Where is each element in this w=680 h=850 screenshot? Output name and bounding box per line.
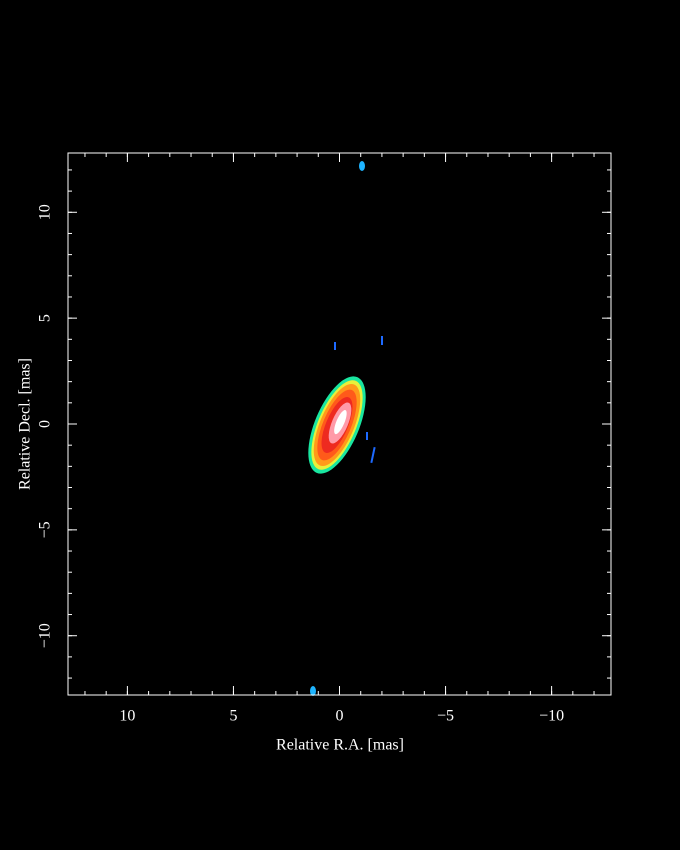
x-tick-label: −10 bbox=[539, 708, 564, 725]
y-tick-label: −5 bbox=[37, 521, 54, 538]
x-tick-label: 5 bbox=[229, 708, 237, 725]
speck bbox=[366, 432, 368, 440]
speck bbox=[334, 342, 336, 350]
y-tick-label: 0 bbox=[37, 420, 54, 428]
y-tick-label: −10 bbox=[37, 623, 54, 648]
y-axis-label: Relative Decl. [mas] bbox=[17, 358, 34, 490]
speck bbox=[359, 161, 365, 171]
x-tick-label: 0 bbox=[336, 708, 344, 725]
speck bbox=[370, 446, 376, 464]
x-axis-label: Relative R.A. [mas] bbox=[276, 737, 404, 754]
source-image bbox=[308, 161, 383, 696]
contour bbox=[334, 410, 347, 435]
x-tick-label: 10 bbox=[119, 708, 135, 725]
core bbox=[308, 376, 366, 474]
speck bbox=[310, 686, 316, 696]
speck bbox=[381, 336, 383, 345]
y-tick-label: 5 bbox=[37, 314, 54, 322]
y-tick-label: 10 bbox=[37, 204, 54, 220]
x-tick-label: −5 bbox=[437, 708, 454, 725]
